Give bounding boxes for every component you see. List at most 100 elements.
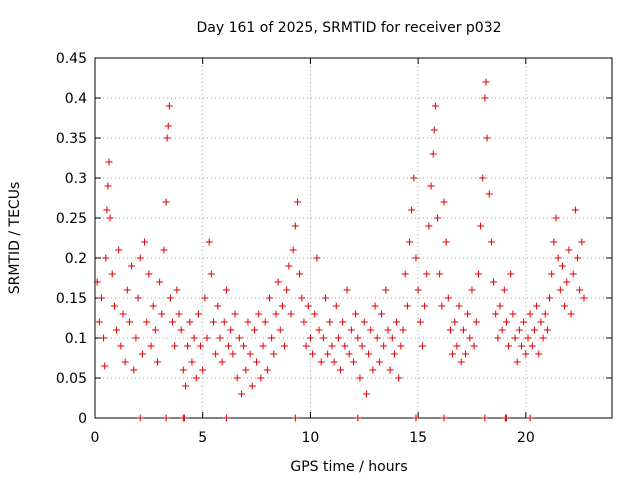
data-point [149, 302, 157, 310]
data-point [421, 302, 429, 310]
data-point [470, 342, 478, 350]
data-point [578, 238, 586, 246]
data-point [546, 294, 554, 302]
data-point [164, 122, 172, 130]
x-tick-label: 15 [409, 430, 427, 446]
data-point [390, 350, 398, 358]
data-point [259, 342, 267, 350]
data-point [479, 174, 487, 182]
data-point [511, 334, 519, 342]
data-point [552, 214, 560, 222]
data-point [265, 294, 273, 302]
data-point [158, 310, 166, 318]
data-point [222, 286, 230, 294]
data-point [125, 318, 133, 326]
data-point [194, 310, 202, 318]
y-tick-label: 0 [78, 411, 87, 427]
data-point [147, 342, 155, 350]
data-point [474, 270, 482, 278]
data-point [367, 326, 375, 334]
data-point [526, 310, 534, 318]
data-point [162, 414, 170, 422]
data-point [302, 342, 310, 350]
data-point [446, 326, 454, 334]
data-point [408, 206, 416, 214]
data-point [101, 362, 109, 370]
data-point [477, 222, 485, 230]
data-point [270, 350, 278, 358]
x-ticks: 0 5 10 15 20 [91, 58, 535, 446]
data-point [115, 246, 123, 254]
data-point [430, 126, 438, 134]
data-point [515, 326, 523, 334]
data-point [449, 350, 457, 358]
data-point [502, 414, 510, 422]
data-point [113, 326, 121, 334]
data-point [457, 358, 465, 366]
data-point [444, 294, 452, 302]
data-point [440, 414, 448, 422]
data-point [162, 198, 170, 206]
data-point [324, 350, 332, 358]
data-point [436, 270, 444, 278]
x-tick-label: 5 [198, 430, 207, 446]
y-tick-label: 0.05 [56, 371, 87, 387]
data-point [163, 134, 171, 142]
data-point [554, 254, 562, 262]
data-point [268, 334, 276, 342]
data-point [311, 310, 319, 318]
data-point [151, 326, 159, 334]
data-point [483, 134, 491, 142]
data-point [518, 342, 526, 350]
data-point [558, 262, 566, 270]
data-point [300, 318, 308, 326]
data-point [494, 334, 502, 342]
x-tick-label: 20 [517, 430, 535, 446]
data-point [425, 222, 433, 230]
data-point [205, 238, 213, 246]
data-point [507, 270, 515, 278]
data-point [561, 302, 569, 310]
data-point [533, 302, 541, 310]
data-point [341, 342, 349, 350]
data-point [434, 214, 442, 222]
data-point [490, 278, 498, 286]
data-point [548, 270, 556, 278]
data-point [350, 358, 357, 366]
data-point [289, 246, 297, 254]
data-point [296, 270, 304, 278]
data-point [375, 358, 383, 366]
data-point [257, 374, 265, 382]
data-point [293, 198, 301, 206]
data-point [207, 270, 215, 278]
data-point [291, 414, 299, 422]
data-point [347, 326, 355, 334]
data-point [382, 286, 390, 294]
data-point [481, 94, 489, 102]
data-point [276, 326, 284, 334]
data-point [406, 238, 414, 246]
data-point [201, 294, 209, 302]
data-point [110, 302, 118, 310]
data-point [123, 286, 131, 294]
data-point [485, 190, 493, 198]
data-point [500, 286, 508, 294]
data-point [393, 318, 401, 326]
data-point [537, 318, 545, 326]
data-point [306, 334, 314, 342]
data-point [117, 342, 125, 350]
data-point [509, 310, 517, 318]
data-point [326, 318, 334, 326]
data-point [180, 414, 188, 422]
data-point [468, 286, 476, 294]
chart-title: Day 161 of 2025, SRMTID for receiver p03… [196, 20, 501, 36]
data-point [369, 366, 377, 374]
data-point [492, 310, 500, 318]
data-point [378, 310, 386, 318]
data-point [218, 358, 226, 366]
data-point [388, 334, 396, 342]
data-point [332, 302, 340, 310]
data-point [156, 278, 164, 286]
data-point [580, 294, 588, 302]
data-point [225, 342, 233, 350]
